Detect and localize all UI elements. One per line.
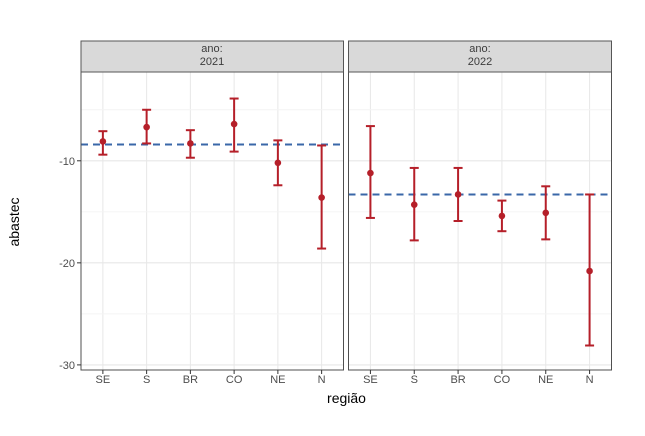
y-axis-title: abastec bbox=[6, 197, 22, 247]
facet-strip-rect-2022 bbox=[348, 40, 612, 73]
x-tick-label-S: S bbox=[411, 374, 418, 386]
data-point-2022-S bbox=[410, 201, 418, 208]
y-tick-label--20: -20 bbox=[59, 258, 75, 270]
panel-background bbox=[348, 72, 612, 370]
panel-background bbox=[81, 72, 344, 370]
x-tick-label-CO: CO bbox=[226, 374, 243, 386]
data-point-2022-N bbox=[586, 267, 593, 275]
x-axis-title: região bbox=[327, 390, 366, 406]
data-point-2022-BR bbox=[454, 191, 462, 198]
x-tick-label-SE: SE bbox=[96, 374, 111, 386]
data-point-2022-CO bbox=[498, 212, 506, 220]
data-point-2021-S bbox=[143, 123, 150, 131]
data-point-2021-BR bbox=[187, 140, 194, 147]
x-tick-label-N: N bbox=[318, 374, 326, 386]
data-point-2022-SE bbox=[367, 169, 374, 177]
x-tick-label-N: N bbox=[586, 374, 594, 386]
x-tick-label-BR: BR bbox=[450, 374, 465, 386]
x-tick-label-S: S bbox=[143, 374, 150, 386]
data-point-2021-SE bbox=[99, 138, 107, 145]
x-tick-label-CO: CO bbox=[494, 374, 511, 386]
facet-strip-rect-2021 bbox=[80, 40, 344, 73]
x-tick-label-NE: NE bbox=[538, 374, 553, 386]
x-tick-label-NE: NE bbox=[270, 374, 285, 386]
x-tick-label-SE: SE bbox=[363, 374, 378, 386]
data-point-2021-CO bbox=[230, 120, 238, 128]
x-tick-label-BR: BR bbox=[183, 374, 198, 386]
data-point-2021-N bbox=[318, 194, 325, 201]
data-point-2022-NE bbox=[542, 209, 550, 217]
y-tick-label--10: -10 bbox=[59, 156, 75, 168]
data-point-2021-NE bbox=[274, 159, 282, 167]
y-tick-label--30: -30 bbox=[59, 360, 75, 372]
